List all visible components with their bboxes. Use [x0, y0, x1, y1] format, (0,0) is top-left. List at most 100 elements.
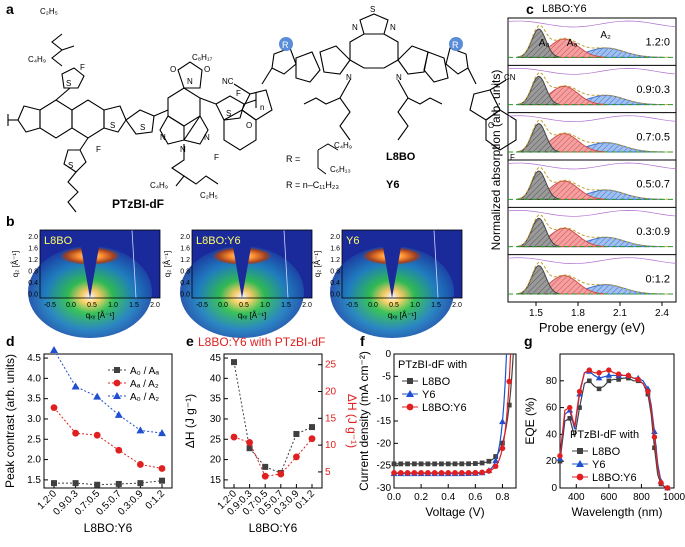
giwaxs-xtick: 2.0	[302, 302, 312, 309]
giwaxs-xtick: 1.5	[129, 302, 139, 309]
panel-e: e L8BO:Y6 with PTzBI-dF152025303540451.2…	[183, 333, 359, 535]
data-point	[425, 461, 431, 467]
data-point	[309, 424, 315, 431]
data-point	[293, 453, 300, 461]
giwaxs-wedge	[78, 230, 102, 298]
atom-n-repeat: n	[260, 103, 264, 112]
y2tick-label: 10	[325, 440, 337, 451]
giwaxs-xtick: 0.5	[389, 302, 399, 309]
giwaxs-xtick: 1.5	[281, 302, 291, 309]
data-point	[391, 461, 397, 467]
panel-c-xlabel: Probe energy (eV)	[539, 320, 645, 335]
data-point	[652, 445, 657, 451]
giwaxs-ytick: 2.0	[180, 234, 190, 241]
data-point	[137, 480, 144, 487]
data-point	[411, 461, 417, 467]
atom-f-top: F	[80, 63, 85, 72]
legend-marker	[113, 379, 121, 387]
panel-e-title: L8BO:Y6 with PTzBI-dF	[198, 335, 325, 349]
data-point	[576, 388, 583, 395]
label-a0: A₀	[539, 38, 550, 49]
end-group-left	[241, 89, 273, 121]
data-point	[499, 418, 506, 425]
data-point	[445, 470, 452, 476]
data-point	[567, 404, 573, 411]
series-line-2	[53, 349, 163, 434]
atom-s-thiadiazole: S	[370, 5, 375, 14]
absorption-data	[507, 162, 677, 170]
data-point	[397, 470, 404, 476]
giwaxs-xtick: -0.5	[196, 302, 208, 309]
data-point	[262, 463, 269, 470]
ytick-label: -15	[377, 416, 392, 427]
atom-cn-right: CN	[504, 73, 516, 82]
giwaxs-ytick: 0.4	[330, 280, 340, 287]
data-point	[425, 470, 431, 476]
absorption-data	[507, 209, 677, 217]
giwaxs-title: L8BO	[44, 235, 73, 247]
giwaxs-ylabel: q₂ [Å⁻¹]	[11, 251, 20, 277]
giwaxs-ytick: 1.2	[180, 257, 190, 264]
ytick-label: -25	[377, 461, 392, 472]
polymer-name: PTzBI-dF	[112, 197, 164, 211]
peak-contrast-chart: 1.52.02.53.03.54.04.51.2:00.9:0.30.7:0.5…	[3, 345, 173, 535]
ratio-label: 0.5:0.7	[636, 179, 670, 191]
y2tick-label: 25	[325, 360, 337, 371]
giwaxs-xtick: 1.0	[410, 302, 420, 309]
panel-c-ylabel: Normalized absorption (arb. units)	[489, 70, 503, 251]
small-molecule-structure	[223, 13, 517, 151]
atom-s-link: S	[140, 123, 145, 132]
data-point	[645, 388, 651, 395]
small-molecule-atom-labels: S N N N N NC CN F F O O	[214, 5, 516, 162]
giwaxs-ytick: 0.8	[180, 269, 190, 276]
data-point	[587, 378, 592, 384]
giwaxs-ytick: 0.8	[28, 269, 38, 276]
giwaxs-xtick: 1.0	[260, 302, 270, 309]
ytick-label: 20	[546, 456, 558, 467]
data-point	[411, 470, 418, 476]
r-group-left	[279, 37, 293, 51]
absorption-subplot-3: 0.5:0.7	[507, 159, 677, 200]
absorption-subplot-1: 0.9:0.3	[507, 64, 677, 106]
data-point	[466, 461, 471, 467]
xtick-label: 2.4	[655, 308, 669, 319]
series-line-0	[233, 362, 313, 474]
data-point	[431, 470, 438, 476]
panel-a-label: a	[6, 1, 14, 17]
giwaxs-ytick: 1.6	[330, 246, 340, 253]
label-aa: Aₐ	[567, 38, 578, 49]
panel-f: f 0 -5 -10 -15 -20 -25 -300.0 0.2 0.4 0.6 0.8 Volta…	[357, 333, 517, 519]
atom-n-core-2: N	[396, 73, 402, 82]
legend-title: PTzBI-dF with	[398, 359, 467, 371]
data-point	[595, 374, 603, 381]
data-point	[465, 469, 472, 476]
data-point	[616, 377, 621, 382]
xlabel: L8BO:Y6	[249, 521, 298, 535]
absorption-envelope	[519, 119, 671, 153]
giwaxs-wedge	[230, 230, 254, 298]
giwaxs-ytick: 1.6	[28, 246, 38, 253]
atom-n-2: N	[204, 133, 210, 142]
atom-n-td-2: N	[390, 23, 396, 32]
ylabel: ΔH (J g⁻¹)	[183, 394, 197, 448]
thiophene-bottom	[63, 149, 87, 173]
ytick-label: 40	[546, 429, 558, 440]
absorption-envelope	[519, 166, 671, 200]
xtick-label: 2.1	[613, 308, 627, 319]
ytick-label: -10	[377, 394, 392, 405]
bdt-core	[39, 99, 73, 139]
pe-frame	[223, 353, 323, 489]
giwaxs-detector-gap	[131, 229, 137, 299]
absorption-envelope	[519, 261, 671, 295]
absorption-stack: 1.2:0 A₀ Aₐ A₂ 0.9:0.3 0.7:0.5 0.5:0.7 0.3:0.9 0…	[489, 17, 677, 335]
legend-label: L8BO	[422, 376, 451, 388]
giwaxs-xtick: 2.0	[452, 302, 462, 309]
data-point	[557, 453, 563, 459]
atom-c2h5-bottom: C₂H₅	[200, 191, 218, 200]
panel-g-label: g	[524, 333, 533, 349]
data-point	[439, 461, 444, 467]
data-point	[418, 461, 424, 467]
y2tick-label: 20	[325, 387, 337, 398]
absorption-subplot-4: 0.3:0.9	[507, 206, 677, 248]
panel-c: c L8BO:Y6 1.2:0 A₀ Aₐ A₂ 0.9:0.3 0.7:0.5 0.5:0…	[489, 1, 677, 335]
